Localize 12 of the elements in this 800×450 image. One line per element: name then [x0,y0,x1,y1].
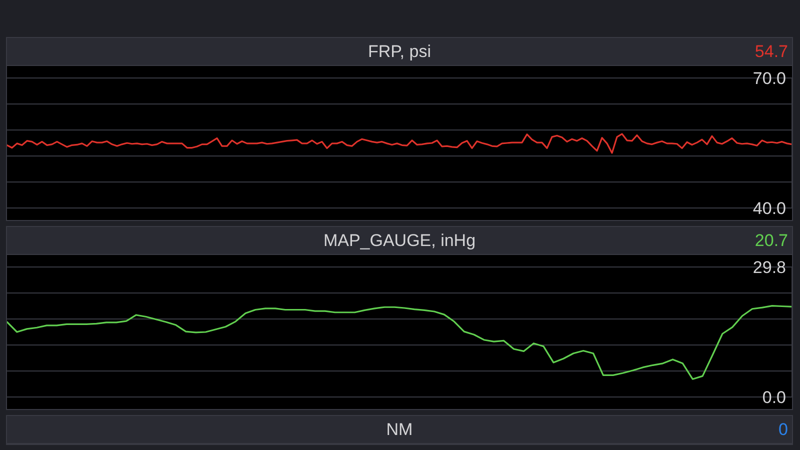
text: 20.7 [754,231,788,250]
chart-title: MAP_GAUGE, inHg [323,231,476,250]
y-tick-label: 0.0 [762,388,786,408]
y-tick-label: 40.0 [752,199,786,218]
text: NM [386,420,413,439]
text: 54.7 [754,42,788,61]
line-series [7,133,792,154]
line-series [7,305,792,380]
y-tick-label: 70.0 [752,69,786,88]
chart-title: FRP, psi [368,42,431,61]
text: 0 [778,420,788,439]
y-tick-label: 29.8 [752,258,786,278]
